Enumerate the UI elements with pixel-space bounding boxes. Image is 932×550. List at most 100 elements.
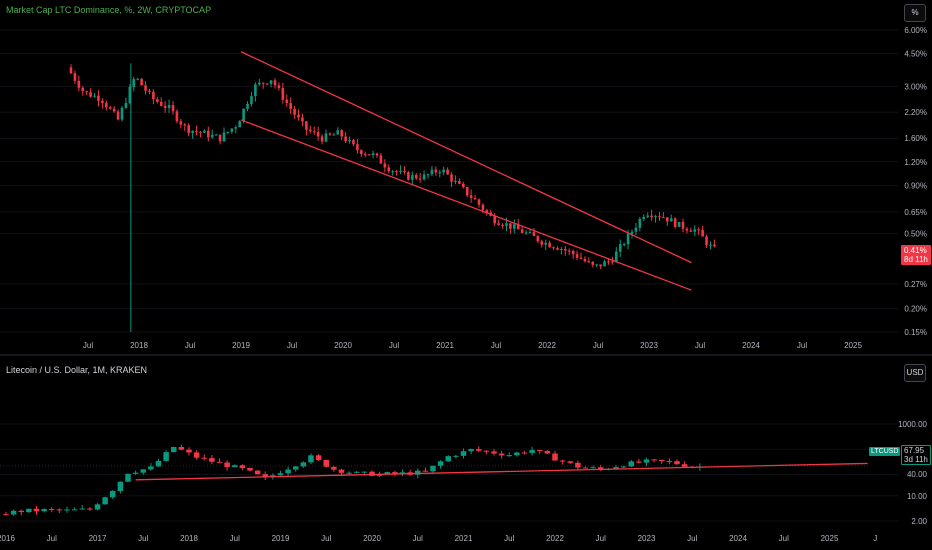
- top-y-tick-label: 2.20%: [904, 108, 927, 117]
- bottom-candle-body: [41, 509, 47, 512]
- bottom-candle-body: [598, 467, 604, 470]
- symbol-tag: LTCUSD: [869, 447, 901, 456]
- top-candle-body: [171, 105, 175, 112]
- top-candle-body: [520, 229, 524, 234]
- top-candle-body: [642, 216, 646, 219]
- bottom-x-tick-label: Jul: [413, 534, 423, 543]
- bottom-candle-body: [361, 471, 368, 473]
- top-y-tick-label: 0.27%: [904, 280, 927, 289]
- top-candle-body: [548, 242, 551, 248]
- top-candle-body: [258, 82, 261, 85]
- top-candle-body: [556, 248, 559, 250]
- top-candle-body: [630, 231, 634, 234]
- top-candle-body: [301, 117, 304, 122]
- top-candle-body: [191, 130, 194, 133]
- bottom-candle-body: [140, 469, 146, 473]
- top-candle-body: [681, 221, 685, 229]
- bottom-candle-body: [262, 474, 268, 478]
- bottom-candle-body: [79, 508, 85, 510]
- bottom-last-value-tag: 67.95 3d 11h: [901, 445, 931, 465]
- top-x-tick-label: 2025: [844, 341, 862, 350]
- bottom-candle-body: [346, 472, 352, 474]
- top-y-tick-label: 0.50%: [904, 229, 927, 238]
- top-candle-body: [156, 99, 159, 102]
- bottom-candle-body: [460, 451, 467, 456]
- top-x-tick-label: Jul: [287, 341, 297, 350]
- top-x-tick-label: Jul: [695, 341, 705, 350]
- top-x-tick-label: 2021: [436, 341, 454, 350]
- bottom-y-tick-label: 1000.00: [898, 420, 927, 429]
- top-candle-body: [615, 251, 618, 263]
- top-candle-body: [513, 224, 516, 229]
- top-candle-body: [391, 171, 394, 173]
- top-candle-body: [73, 73, 77, 81]
- top-candle-body: [324, 133, 328, 142]
- top-candle-body: [214, 134, 218, 136]
- bottom-candle-body: [628, 461, 634, 467]
- top-candle-body: [183, 124, 187, 126]
- top-x-tick-label: 2022: [538, 341, 556, 350]
- top-x-tick-label: 2024: [742, 341, 760, 350]
- top-candle-body: [465, 187, 469, 196]
- top-candle-body: [677, 221, 681, 227]
- top-candle-body: [536, 236, 540, 242]
- top-candle-body: [305, 121, 308, 130]
- top-candle-body: [446, 169, 449, 175]
- top-scale-button[interactable]: %: [904, 4, 926, 22]
- top-candle-body: [493, 215, 496, 224]
- top-candle-body: [505, 223, 508, 226]
- top-candle-body: [591, 261, 595, 265]
- top-candle-body: [356, 144, 359, 151]
- top-candle-body: [246, 104, 249, 109]
- top-candle-body: [383, 163, 387, 168]
- bottom-candle-body: [193, 452, 200, 458]
- top-candle-body: [469, 195, 473, 198]
- bottom-pane-title: Litecoin / U.S. Dollar, 1M, KRAKEN: [6, 365, 148, 375]
- top-candle-body: [316, 131, 320, 137]
- top-y-tick-label: 3.00%: [904, 83, 927, 92]
- top-candle-body: [697, 229, 700, 231]
- bottom-candle-body: [285, 469, 291, 474]
- top-candle-body: [309, 129, 312, 132]
- top-y-tick-label: 0.20%: [904, 304, 927, 313]
- top-candle-body: [654, 216, 657, 218]
- bottom-x-tick-label: 2024: [729, 534, 747, 543]
- top-candle-body: [434, 169, 438, 173]
- bottom-scale-button[interactable]: USD: [904, 364, 926, 382]
- top-candle-body: [293, 108, 296, 115]
- top-candle-body: [116, 111, 120, 120]
- bottom-candle-body: [529, 450, 535, 453]
- bottom-candle-body: [674, 461, 680, 465]
- top-candle-body: [203, 130, 206, 133]
- bottom-candle-body: [148, 466, 154, 470]
- top-candle-body: [285, 99, 289, 104]
- bottom-candle-body: [3, 514, 9, 516]
- bottom-candle-body: [369, 471, 375, 476]
- top-channel-line-lower: [240, 119, 692, 291]
- top-candle-body: [701, 229, 704, 237]
- bottom-candle-body: [651, 459, 657, 461]
- top-candle-body: [693, 229, 697, 232]
- top-candle-body: [312, 131, 316, 133]
- bottom-candle-body: [110, 491, 116, 498]
- top-candle-body: [222, 132, 226, 142]
- top-candle-body: [552, 247, 555, 249]
- top-candle-body: [105, 102, 108, 108]
- top-candle-body: [485, 210, 489, 213]
- top-candle-body: [207, 130, 210, 138]
- top-candle-body: [238, 121, 241, 128]
- bottom-candle-body: [590, 467, 596, 469]
- bottom-x-tick-label: 2016: [0, 534, 15, 543]
- top-candle-body: [579, 257, 583, 259]
- top-candle-body: [599, 264, 602, 267]
- bottom-candle-body: [56, 509, 63, 511]
- bottom-candle-body: [567, 461, 573, 463]
- bottom-candle-body: [498, 453, 505, 456]
- top-y-tick-label: 1.20%: [904, 158, 927, 167]
- bottom-candle-body: [338, 469, 345, 473]
- bottom-countdown: 3d 11h: [904, 455, 928, 464]
- bottom-candle-body: [293, 466, 299, 470]
- top-candle-body: [210, 134, 214, 138]
- top-candle-body: [575, 254, 579, 258]
